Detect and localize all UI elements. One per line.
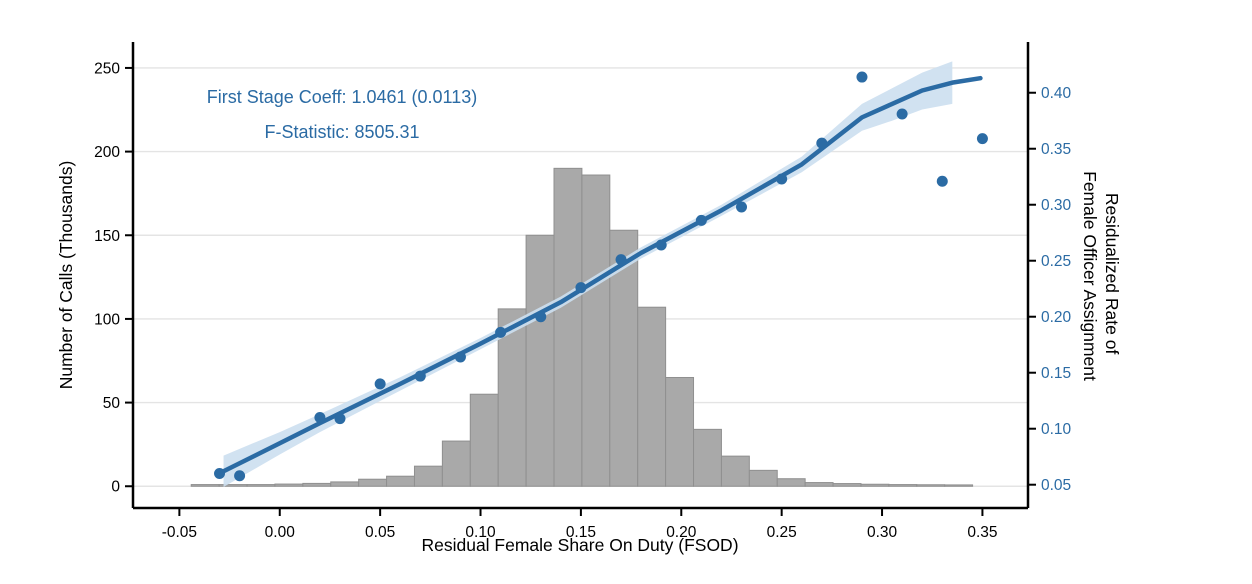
- x-tick-label: 0.20: [666, 524, 697, 541]
- fit-line: [221, 75, 983, 474]
- y-left-tick-labels: 0 50 100 150 200 250: [94, 60, 120, 495]
- scatter-point: [414, 370, 426, 382]
- y-axis-title-right-line2: Female Officer Assignment: [1080, 171, 1100, 381]
- scatter-point: [495, 326, 507, 338]
- y-right-tick-label: 0.20: [1041, 309, 1072, 326]
- y-right-tick-label: 0.40: [1041, 85, 1072, 102]
- scatter-point: [575, 282, 587, 294]
- y-left-tick-label: 150: [94, 228, 120, 245]
- y-right-tick-label: 0.25: [1041, 253, 1071, 270]
- y-right-tick-label: 0.15: [1041, 365, 1071, 382]
- y-left-tick-label: 200: [94, 144, 120, 161]
- scatter-point: [976, 133, 988, 145]
- scatter-point: [776, 173, 788, 185]
- histogram-bar: [330, 481, 360, 487]
- histogram-bar: [190, 484, 220, 487]
- y-right-tick-label: 0.35: [1041, 141, 1071, 158]
- scatter-point: [655, 239, 667, 251]
- histogram-bar: [693, 428, 722, 487]
- histogram-bar: [944, 484, 974, 487]
- histogram-bar: [637, 306, 667, 487]
- histogram-bar: [748, 469, 778, 487]
- histogram-bar: [441, 440, 471, 487]
- histogram-bars: [190, 167, 974, 487]
- histogram-bar: [776, 478, 806, 487]
- histogram-bar: [413, 465, 443, 487]
- histogram-bar: [497, 308, 527, 487]
- annotation-f-statistic: F-Statistic: 8505.31: [264, 122, 419, 142]
- x-tick-label: 0.35: [967, 524, 997, 541]
- scatter-point: [695, 214, 707, 226]
- histogram-bar: [246, 484, 276, 487]
- scatter-point: [615, 254, 627, 266]
- y-left-tick-label: 0: [111, 479, 120, 496]
- scatter-point: [234, 470, 246, 482]
- x-axis-title: Residual Female Share On Duty (FSOD): [421, 535, 738, 555]
- x-tick-label: 0.10: [465, 524, 496, 541]
- y-right-tick-label: 0.05: [1041, 477, 1071, 494]
- y-left-tick-label: 100: [94, 311, 120, 328]
- histogram-bar: [469, 393, 499, 487]
- scatter-point: [214, 468, 226, 480]
- histogram-bar: [581, 174, 611, 487]
- scatter-point: [936, 175, 948, 187]
- y-right-tick-label: 0.10: [1041, 421, 1072, 438]
- histogram-bar: [720, 455, 750, 487]
- histogram-bar: [386, 475, 415, 487]
- y-axis-title-right-line1: Residualized Rate of: [1102, 193, 1122, 355]
- y-right-tick-label: 0.30: [1041, 197, 1072, 214]
- histogram-bar: [358, 478, 388, 487]
- histogram-bar: [665, 376, 695, 487]
- x-tick-label: -0.05: [162, 524, 197, 541]
- y-left-tick-label: 250: [94, 60, 120, 77]
- histogram-bar: [525, 234, 555, 487]
- scatter-point: [856, 71, 868, 83]
- histogram-bar: [888, 484, 918, 487]
- y-right-tick-labels: 0.05 0.10 0.15 0.20 0.25 0.30 0.35 0.40: [1041, 85, 1072, 494]
- histogram-bar: [860, 483, 890, 487]
- x-tick-label: 0.05: [365, 524, 395, 541]
- scatter-point: [535, 311, 547, 323]
- histogram-bar: [302, 482, 332, 487]
- x-tick-label: 0.15: [566, 524, 596, 541]
- histogram-bar: [832, 483, 862, 487]
- y-axis-title-right: Residualized Rate of Female Officer Assi…: [1080, 171, 1122, 381]
- scatter-point: [314, 412, 326, 424]
- histogram-bar: [274, 483, 304, 487]
- y-axis-title-left: Number of Calls (Thousands): [56, 161, 76, 390]
- scatter-point: [334, 413, 346, 425]
- x-tick-labels: -0.05 0.00 0.05 0.10 0.15 0.20 0.25 0.30 0.35: [162, 524, 998, 541]
- histogram-bar: [804, 482, 834, 487]
- scatter-points: [214, 71, 988, 482]
- axis-ticks: [125, 66, 1036, 516]
- scatter-point: [736, 201, 748, 213]
- x-tick-label: 0.30: [867, 524, 898, 541]
- x-tick-label: 0.00: [265, 524, 296, 541]
- histogram-bar: [553, 167, 583, 487]
- histogram-bar: [218, 484, 248, 487]
- scatter-point: [896, 108, 908, 120]
- histogram-bar: [916, 484, 946, 487]
- y-left-tick-label: 50: [103, 395, 121, 412]
- scatter-point: [374, 378, 386, 390]
- scatter-point: [816, 137, 828, 149]
- annotation-first-stage-coeff: First Stage Coeff: 1.0461 (0.0113): [207, 87, 478, 107]
- x-tick-label: 0.25: [767, 524, 797, 541]
- scatter-point: [454, 351, 466, 363]
- fit-line-path: [221, 75, 983, 474]
